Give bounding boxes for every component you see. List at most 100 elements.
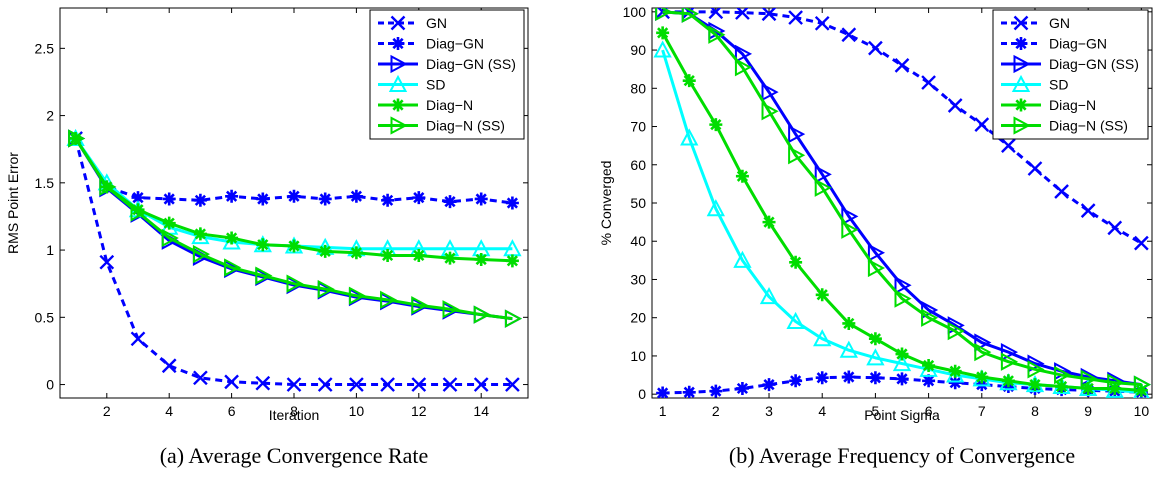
legend-swatch-marker [1013, 54, 1031, 74]
data-point-series-1 [131, 191, 145, 205]
data-point-series-1 [735, 381, 749, 395]
data-point-series-4 [975, 370, 989, 384]
legend-entry-label: Diag−N (SS) [1049, 118, 1128, 134]
data-point-series-3 [813, 329, 832, 347]
figure-caption: (a) Average Convergence Rate [160, 443, 429, 468]
data-point-series-0 [894, 58, 910, 73]
data-point-series-0 [1054, 184, 1069, 199]
data-point-series-4 [1028, 378, 1042, 392]
legend-entry-label: SD [1049, 77, 1068, 93]
data-point-series-4 [762, 215, 776, 229]
data-point-series-2 [841, 207, 859, 226]
data-point-series-0 [161, 358, 177, 374]
x-tick-label: 12 [411, 403, 427, 419]
y-tick-label: 1 [46, 242, 54, 258]
data-point-series-1 [842, 370, 856, 384]
data-point-series-5 [974, 342, 992, 362]
data-point-series-4 [349, 246, 363, 260]
data-point-series-5 [130, 203, 148, 222]
data-point-series-1 [412, 191, 426, 205]
y-tick-label: 70 [630, 119, 646, 135]
data-point-series-2 [734, 44, 753, 64]
data-point-series-5 [348, 286, 367, 305]
data-point-series-1 [656, 386, 670, 398]
data-point-series-5 [921, 308, 939, 327]
data-point-series-1 [381, 193, 395, 207]
data-point-series-4 [1001, 374, 1015, 388]
y-axis-label: RMS Point Error [5, 152, 21, 254]
data-point-series-1 [948, 376, 962, 390]
data-point-series-5 [68, 129, 86, 148]
data-point-series-0 [349, 377, 364, 392]
data-point-series-5 [814, 178, 832, 197]
data-point-series-5 [255, 266, 273, 285]
legend-swatch-marker [391, 98, 405, 112]
data-point-series-5 [708, 25, 726, 44]
data-point-series-5 [286, 274, 304, 293]
data-point-series-1 [762, 378, 776, 392]
data-point-series-2 [814, 165, 832, 184]
data-point-series-5 [681, 8, 699, 23]
series-group [653, 8, 1151, 398]
data-point-series-1 [256, 192, 270, 206]
series-line-5 [662, 10, 1142, 387]
data-point-series-4 [709, 118, 723, 132]
y-tick-label: 90 [630, 42, 646, 58]
legend-swatch-marker [391, 37, 405, 50]
y-tick-label: 10 [630, 348, 646, 364]
data-point-series-5 [442, 300, 460, 319]
y-tick-label: 60 [630, 157, 646, 173]
legend-swatch-marker [390, 54, 408, 74]
data-point-series-4 [1134, 383, 1148, 397]
data-point-series-0 [974, 117, 990, 132]
data-point-series-1 [193, 193, 207, 207]
data-point-series-2 [974, 333, 992, 352]
x-axis-label: Point Sigma [864, 407, 940, 423]
data-point-series-4 [656, 26, 670, 40]
data-point-series-4 [443, 251, 457, 265]
data-point-series-0 [130, 331, 146, 347]
y-tick-label: 50 [630, 195, 646, 211]
data-point-series-5 [867, 258, 886, 278]
data-point-series-1 [895, 372, 909, 386]
data-point-series-1 [505, 196, 519, 210]
data-point-series-0 [411, 377, 427, 392]
x-tick-label: 4 [165, 403, 173, 419]
data-point-series-5 [99, 177, 117, 197]
data-point-series-0 [708, 8, 724, 20]
legend-swatch-marker [1014, 37, 1028, 50]
x-tick-label: 3 [765, 403, 773, 419]
y-tick-label: 80 [630, 80, 646, 96]
data-point-series-0 [655, 8, 670, 20]
series-line-5 [74, 137, 513, 321]
data-point-series-1 [443, 195, 457, 209]
data-point-series-4 [842, 316, 856, 330]
data-point-series-5 [1107, 373, 1125, 392]
legend-entry-label: Diag−N [1049, 97, 1096, 113]
legend-box [992, 9, 1149, 140]
legend-swatch-marker [1013, 15, 1029, 31]
legend-swatch-marker [1011, 74, 1031, 92]
y-tick-label: 1.5 [35, 175, 55, 191]
data-point-series-0 [1134, 235, 1149, 251]
data-point-series-4 [789, 255, 803, 269]
y-tick-label: 2 [46, 108, 54, 124]
data-point-series-3 [680, 128, 699, 146]
data-point-series-0 [224, 374, 239, 390]
x-tick-label: 6 [228, 403, 236, 419]
x-tick-label: 14 [473, 403, 489, 419]
x-tick-label: 10 [1134, 403, 1150, 419]
legend-entry-label: Diag−GN [426, 36, 484, 52]
x-tick-label: 9 [1084, 403, 1092, 419]
data-point-series-4 [1081, 381, 1095, 395]
data-point-series-0 [788, 10, 803, 25]
data-point-series-4 [131, 203, 145, 217]
y-tick-label: 0 [638, 386, 646, 402]
data-point-series-5 [1133, 375, 1151, 394]
data-point-series-4 [895, 347, 909, 361]
data-point-series-4 [318, 244, 332, 258]
data-point-series-3 [759, 287, 779, 305]
data-point-series-5 [411, 296, 429, 315]
